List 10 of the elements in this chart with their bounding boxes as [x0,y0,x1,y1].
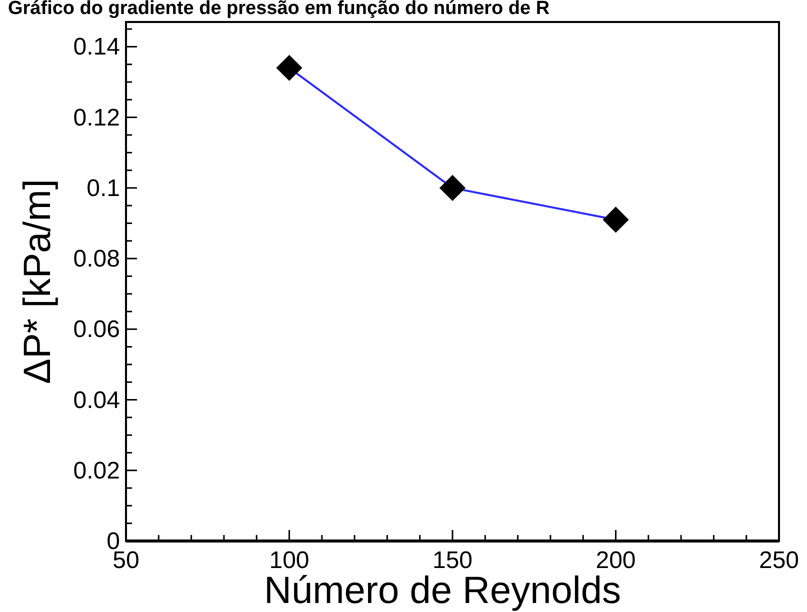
y-tick-label: 0.06 [73,316,120,344]
y-tick-label: 0.12 [73,104,120,132]
y-tick-label: 0.04 [73,386,120,414]
y-tick-label: 0.14 [73,34,120,61]
chart-title: Gráfico do gradiente de pressão em função do número de R [8,0,550,19]
y-axis-title: ΔP* [kPa/m] [17,179,59,384]
y-tick-label: 0.1 [86,174,120,202]
y-tick-label: 0.08 [73,246,120,273]
y-tick-label: 0.02 [73,457,120,484]
x-tick-label: 250 [758,547,800,574]
